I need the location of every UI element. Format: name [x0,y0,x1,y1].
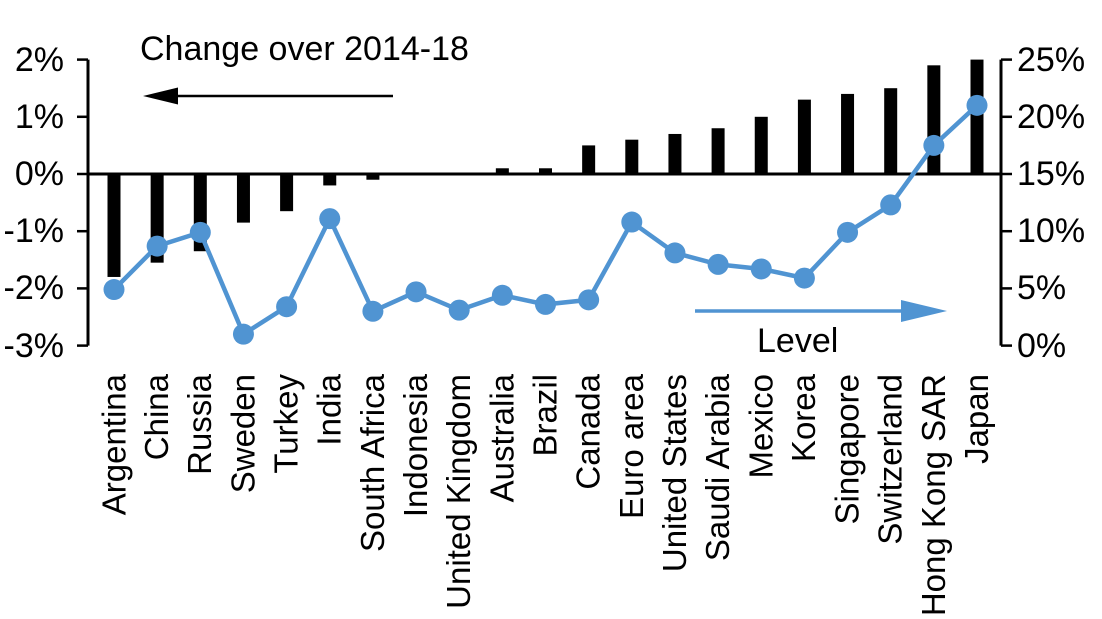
left-tick-label: 0% [14,155,64,193]
bar-Switzerland [884,88,898,174]
left-tick-label: -2% [3,269,64,308]
level-marker-Australia [491,284,513,306]
bar-Japan [970,59,984,174]
right-tick-label: 5% [1017,269,1067,308]
bar-Sweden [236,174,250,223]
bar-South Africa [366,174,380,180]
level-marker-India [319,208,341,230]
bar-Euro area [625,139,639,174]
category-label-australia: Australia [483,374,521,503]
bar-Mexico [754,116,768,174]
level-marker-Hong Kong SAR [923,134,945,156]
annotation-level: Level [757,322,839,360]
change-arrow-head [143,87,178,105]
right-tick-label: 20% [1017,97,1086,136]
level-marker-Argentina [103,279,125,301]
bar-Brazil [539,168,552,174]
level-marker-Saudi Arabia [707,253,729,275]
annotation-change-over-2014-18: Change over 2014-18 [140,30,469,68]
level-marker-South Africa [362,300,384,322]
bar-Singapore [841,93,855,174]
bar-Hong Kong SAR [927,65,941,174]
level-marker-Canada [578,289,600,311]
category-label-euro-area: Euro area [612,374,650,519]
level-marker-Japan [966,94,988,116]
level-marker-Turkey [276,296,298,318]
right-tick-label: 10% [1017,212,1086,251]
category-label-sweden: Sweden [224,374,262,494]
bar-Argentina [107,174,121,277]
category-label-india: India [310,374,348,446]
left-tick-label: -1% [3,212,64,251]
level-marker-United Kingdom [448,299,470,321]
category-label-indonesia: Indonesia [397,374,435,518]
level-marker-Sweden [232,323,254,345]
level-marker-Russia [189,221,211,243]
left-tick-label: -3% [3,326,64,365]
bar-Saudi Arabia [711,128,725,174]
right-tick-label: 25% [1017,40,1086,79]
category-label-canada: Canada [569,374,607,490]
category-label-united-kingdom: United Kingdom [440,374,478,609]
level-marker-Singapore [837,221,859,243]
category-label-hong-kong-sar: Hong Kong SAR [914,374,952,617]
right-tick-label: 15% [1017,155,1086,193]
category-label-switzerland: Switzerland [871,374,909,545]
bar-Korea [797,99,811,174]
category-label-united-states: United States [655,374,693,573]
level-marker-China [146,235,168,257]
category-label-argentina: Argentina [95,374,132,516]
category-label-singapore: Singapore [828,374,866,525]
level-marker-United States [664,242,686,264]
category-label-saudi-arabia: Saudi Arabia [699,374,737,562]
category-label-brazil: Brazil [526,374,564,457]
level-marker-Brazil [535,293,556,315]
level-marker-Euro area [621,211,643,233]
bar-Australia [495,168,509,174]
level-arrow-head [901,300,947,322]
bar-India [323,174,337,186]
bar-United States [668,133,682,174]
category-label-china: China [138,374,176,461]
category-label-korea: Korea [785,374,823,463]
category-label-russia: Russia [181,374,219,475]
category-label-turkey: Turkey [267,374,305,474]
right-tick-label: 0% [1017,326,1067,365]
level-marker-Indonesia [405,281,427,303]
level-marker-Switzerland [880,194,902,216]
category-label-japan: Japan [958,374,995,464]
left-tick-label: 2% [14,40,64,79]
bar-Canada [582,145,596,174]
left-tick-label: 1% [14,97,64,136]
level-marker-Mexico [750,258,772,280]
category-label-mexico: Mexico [742,374,780,479]
category-label-south-africa: South Africa [353,374,391,552]
bar-Turkey [280,174,294,212]
level-marker-Korea [793,267,815,289]
